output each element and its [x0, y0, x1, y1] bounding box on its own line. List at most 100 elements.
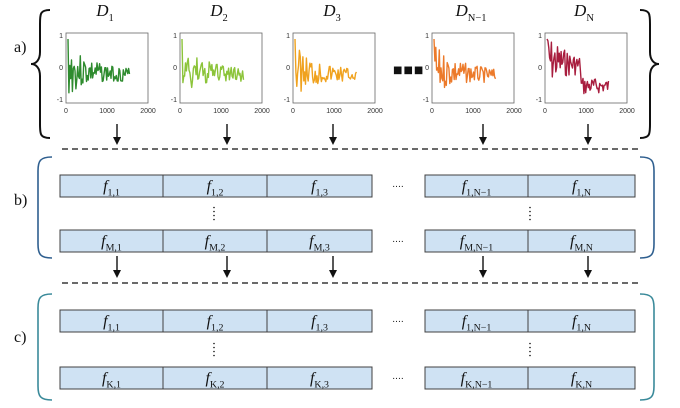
y-tick-label: -1	[536, 97, 542, 104]
feature-cell-main: f	[311, 178, 318, 195]
dataset-title-3-sub: 3	[336, 13, 341, 24]
y-tick-label: 1	[286, 33, 290, 40]
feature-cell: f1,N	[572, 313, 591, 333]
section-a-right-brace	[639, 9, 660, 139]
feature-cell: f1,2	[207, 178, 224, 198]
row-ellipsis-dot	[529, 346, 531, 349]
arrows-a-to-b	[113, 124, 592, 145]
x-tick-label: 0	[178, 108, 182, 115]
matrix-row-left	[59, 309, 373, 333]
row-ellipsis-dot	[213, 342, 215, 345]
feature-cell-main: f	[102, 370, 109, 387]
feature-matrix-b: f1,1 f1,2 f1,3 f1,N−1 f1,N....fM,1 fM,2 fM,3 fM…	[59, 174, 636, 253]
feature-cell-sub: K,1	[106, 379, 121, 390]
y-tick-label: 0	[538, 65, 542, 72]
x-tick-label: 0	[430, 108, 434, 115]
x-tick-label: 2000	[506, 108, 522, 115]
section-a-label: a)	[14, 39, 26, 56]
row-ellipsis-dot	[213, 350, 215, 353]
y-tick-label: 0	[173, 65, 177, 72]
feature-cell-main: f	[570, 233, 577, 250]
dataset-title-4-main: D	[454, 1, 468, 20]
feature-cell-main: f	[461, 370, 468, 387]
feature-cell: fM,1	[101, 233, 122, 253]
feature-cell-main: f	[462, 313, 469, 330]
y-tick-label: -1	[423, 97, 429, 104]
feature-cell: f1,N	[572, 178, 591, 198]
row-ellipsis-dot	[529, 342, 531, 345]
arrows-b-to-c	[113, 256, 592, 278]
row-ellipsis-dot	[529, 354, 531, 357]
matrix-row-left	[59, 366, 373, 390]
datasets-ellipsis: ■■■	[393, 65, 424, 76]
x-tick-label: 2000	[140, 108, 156, 115]
feature-cell-sub: M,3	[314, 242, 330, 253]
dataset-title-2-main: D	[209, 1, 223, 20]
feature-cell-sub: K,N−1	[465, 379, 492, 390]
y-tick-label: 1	[425, 33, 429, 40]
dataset-title-3: D3	[322, 1, 341, 24]
row-ellipsis-dot	[529, 350, 531, 353]
x-tick-label: 1000	[465, 108, 481, 115]
x-tick-label: 1000	[578, 108, 594, 115]
feature-cell-sub: 1,3	[316, 322, 328, 333]
x-tick-label: 1000	[213, 108, 229, 115]
section-b-right-bracket	[639, 156, 655, 259]
feature-cell-main: f	[207, 313, 214, 330]
x-tick-label: 0	[291, 108, 295, 115]
dataset-title-5: DN	[573, 1, 594, 24]
y-tick-label: 0	[59, 65, 63, 72]
y-tick-label: 1	[173, 33, 177, 40]
feature-matrix-c: f1,1 f1,2 f1,3 f1,N−1 f1,N....fK,1 fK,2 fK,3 fK…	[59, 309, 636, 390]
signal-trace	[546, 38, 610, 95]
dataset-title-3-main: D	[322, 1, 336, 20]
feature-cell-sub: 1,1	[108, 322, 120, 333]
feature-cell: f1,1	[103, 178, 120, 198]
section-a-left-brace	[30, 9, 51, 139]
matrix-row-left	[59, 229, 373, 253]
feature-cell-main: f	[103, 178, 110, 195]
feature-cell: fK,3	[310, 370, 329, 390]
row-ellipsis-dot	[213, 210, 215, 213]
feature-cell-sub: 1,N	[576, 322, 591, 333]
row-ellipsis-dot	[213, 346, 215, 349]
feature-cell-sub: 1,N	[576, 187, 591, 198]
matrix-row-right	[424, 366, 636, 390]
feature-cell: f1,N−1	[462, 313, 492, 333]
feature-cell-sub: M,2	[209, 242, 225, 253]
feature-cell: fM,N	[570, 233, 593, 253]
feature-cell: f1,N−1	[462, 178, 492, 198]
row-ellipsis-dot	[213, 354, 215, 357]
section-c-right-bracket	[639, 293, 655, 401]
signal-trace	[67, 38, 131, 94]
feature-cell: f1,2	[207, 313, 224, 333]
dataset-title-2-sub: 2	[223, 13, 228, 24]
feature-cell-sub: 1,N−1	[466, 322, 491, 333]
feature-cell-sub: M,N	[575, 242, 593, 253]
feature-cell-main: f	[460, 233, 467, 250]
feature-cell: fM,2	[205, 233, 226, 253]
signal-trace	[294, 38, 358, 92]
feature-cell-sub: K,N	[575, 379, 592, 390]
feature-cell-sub: 1,2	[211, 322, 223, 333]
matrix-row-right	[424, 309, 636, 333]
dataset-title-4-sub: N−1	[468, 13, 487, 24]
dataset-title-4: DN−1	[454, 1, 486, 24]
dataset-title-5-main: D	[573, 1, 587, 20]
row-ellipsis-dot	[213, 218, 215, 221]
matrix-row-right	[424, 229, 636, 253]
feature-cell: f1,3	[311, 178, 328, 198]
feature-cell-main: f	[205, 370, 212, 387]
feature-cell: fK,1	[102, 370, 121, 390]
feature-cell-main: f	[572, 313, 579, 330]
feature-cell-sub: 1,2	[211, 187, 223, 198]
matrix-row-right	[424, 174, 636, 198]
feature-cell: fK,2	[205, 370, 224, 390]
column-ellipsis: ....	[392, 235, 403, 245]
